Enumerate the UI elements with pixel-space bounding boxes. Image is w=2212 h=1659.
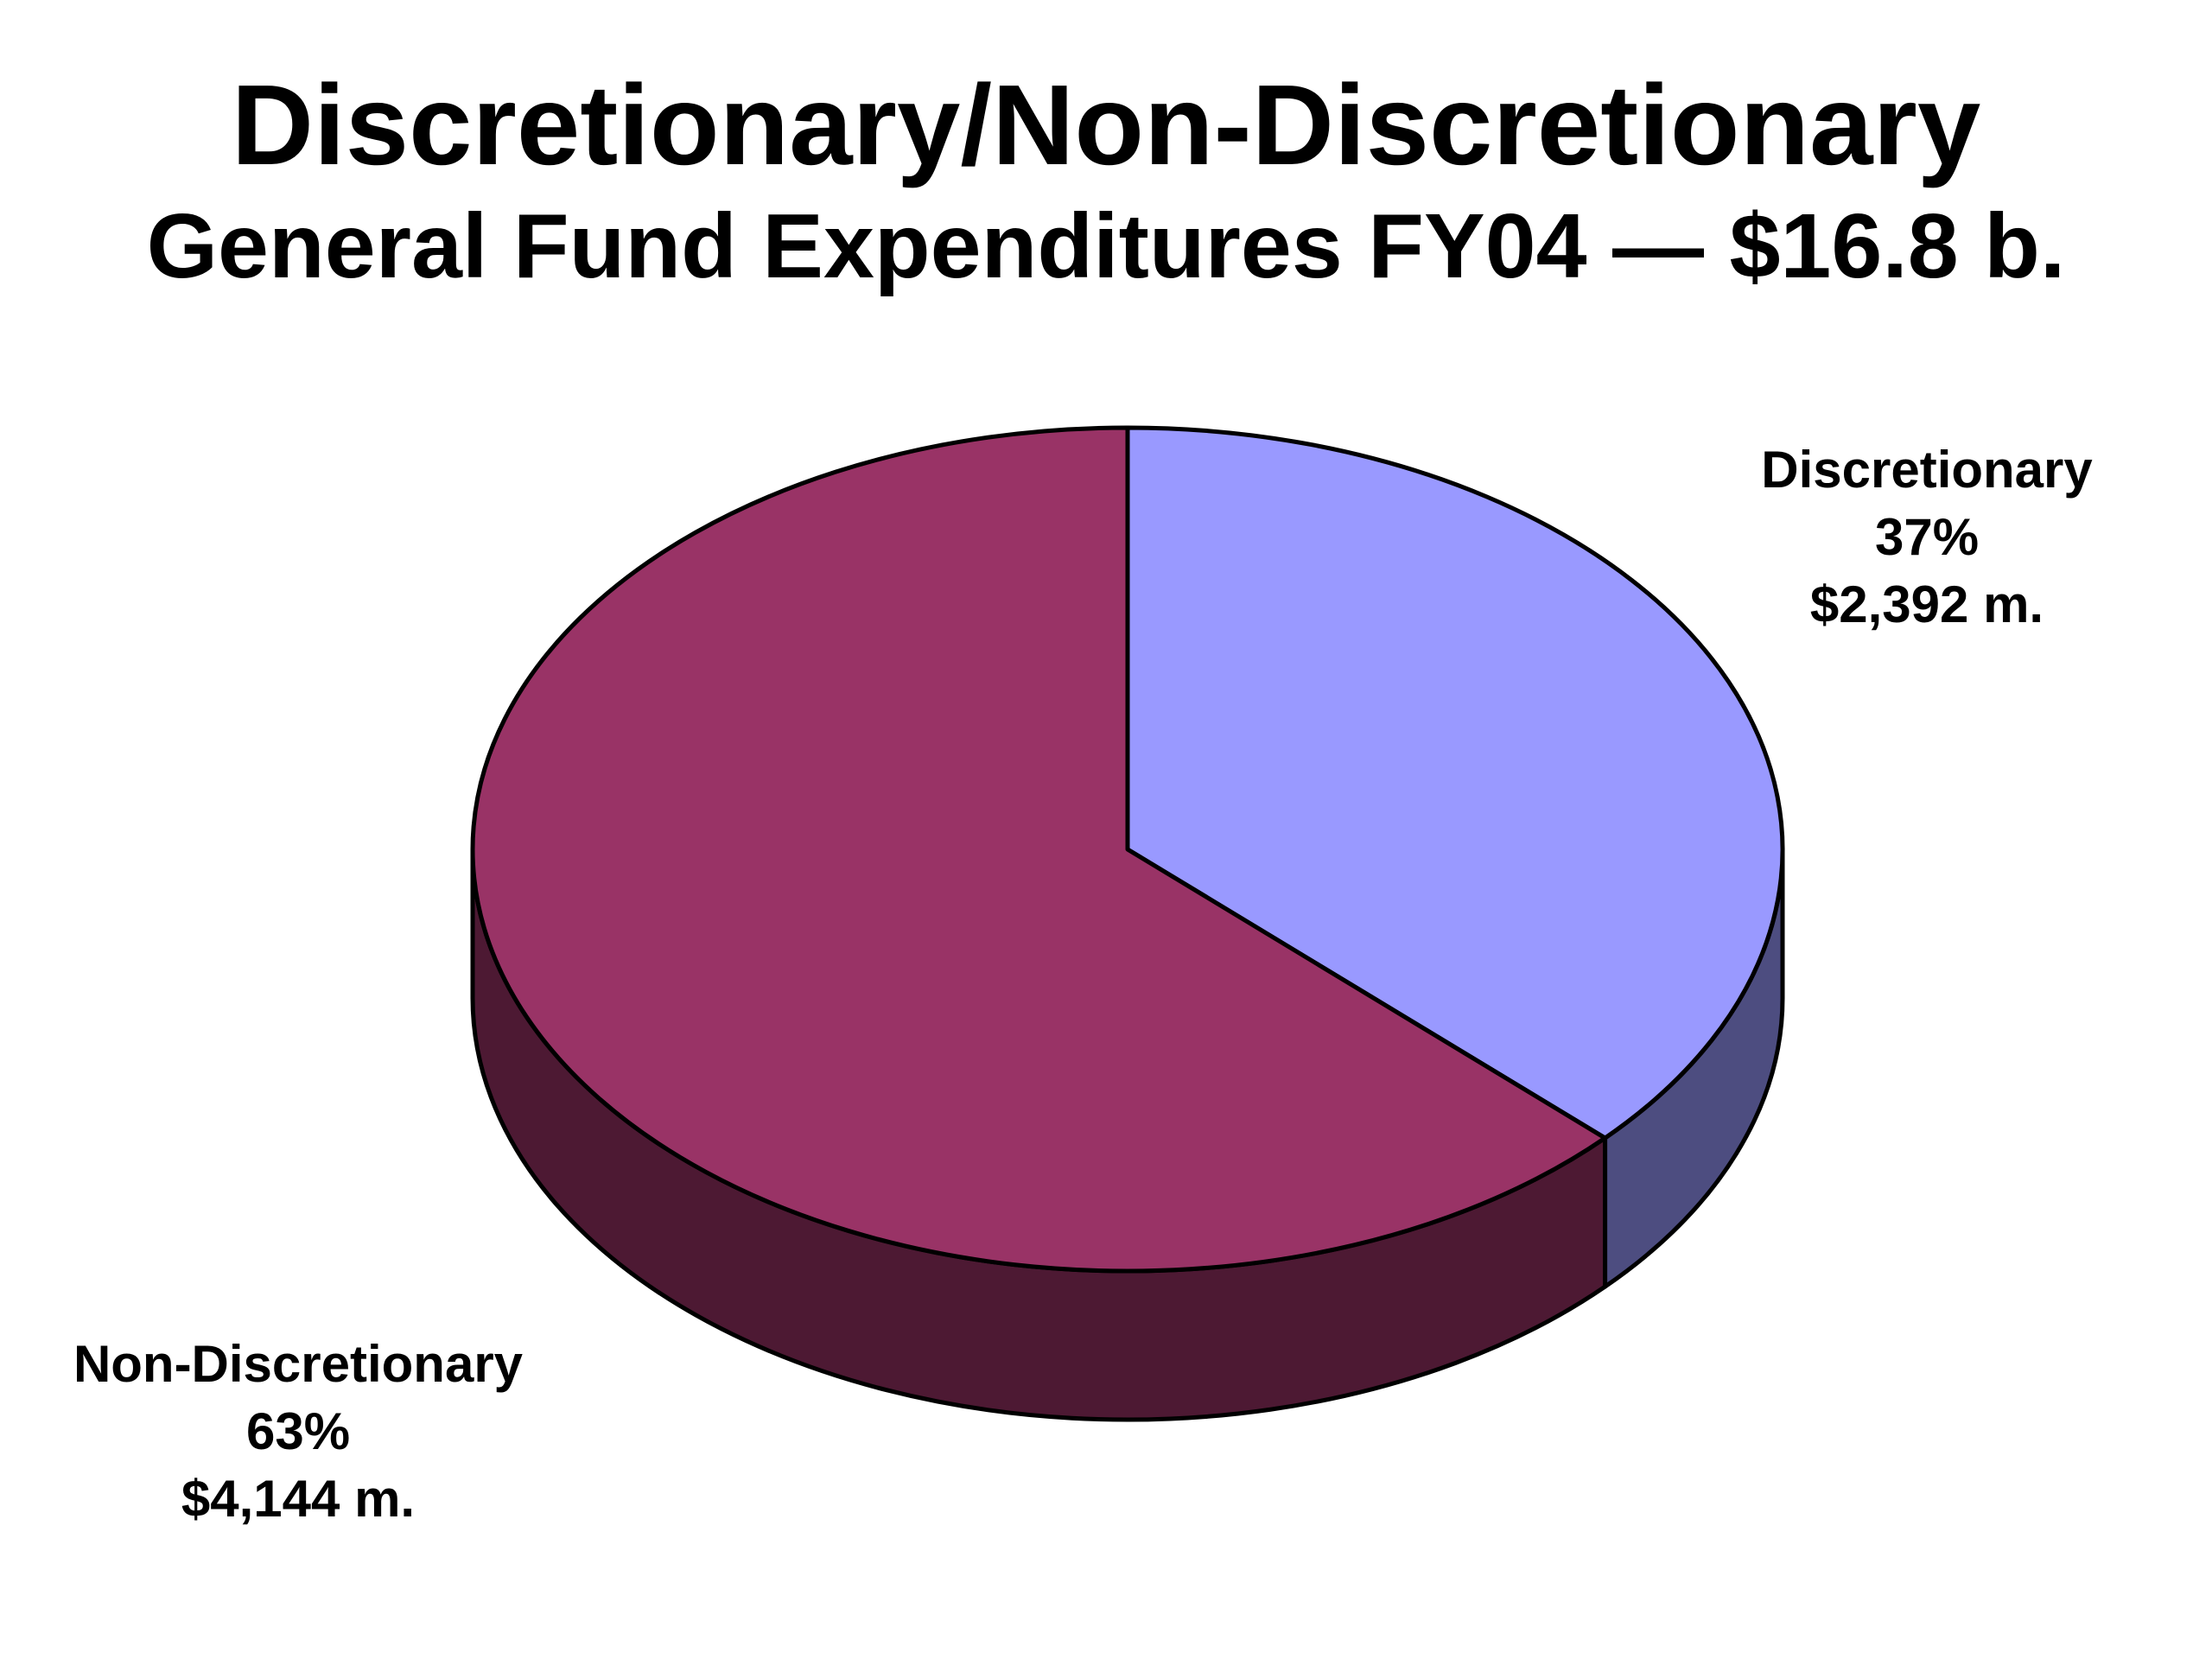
slice-label-non-discretionary-percent: 63% bbox=[245, 1402, 351, 1460]
chart-title-block: Discretionary/Non-Discretionary General … bbox=[0, 60, 2212, 302]
slice-label-non-discretionary: Non-Discretionary 63% $4,144 m. bbox=[35, 1331, 562, 1533]
chart-subtitle: General Fund Expenditures FY04 — $16.8 b… bbox=[146, 195, 2066, 297]
slice-label-discretionary-value: $2,392 m. bbox=[1809, 575, 2044, 633]
slice-label-discretionary-percent: 37% bbox=[1874, 508, 1980, 566]
slice-label-discretionary-name: Discretionary bbox=[1761, 441, 2093, 499]
chart-title: Discretionary/Non-Discretionary bbox=[231, 61, 1981, 188]
slice-label-discretionary: Discretionary 37% $2,392 m. bbox=[1711, 436, 2143, 639]
slice-label-non-discretionary-name: Non-Discretionary bbox=[73, 1335, 524, 1393]
slice-label-non-discretionary-value: $4,144 m. bbox=[181, 1470, 416, 1528]
pie-slice-non-discretionary bbox=[470, 425, 1608, 1274]
pie-tops bbox=[470, 425, 1785, 1274]
pie-slice-discretionary bbox=[1125, 425, 1785, 1141]
